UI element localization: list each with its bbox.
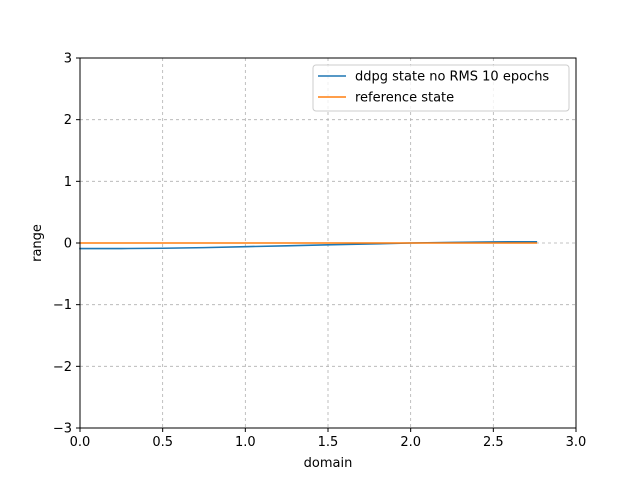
y-axis-ticks: −3 −2 −1 0 1 2 3 bbox=[53, 52, 80, 437]
x-tick-label: 2.0 bbox=[400, 435, 421, 450]
legend-label-ddpg-state: ddpg state no RMS 10 epochs bbox=[355, 70, 549, 85]
x-tick-label: 1.5 bbox=[318, 435, 339, 450]
y-tick-label: 0 bbox=[64, 237, 72, 252]
x-axis-label: domain bbox=[304, 456, 353, 471]
data-series bbox=[79, 240, 538, 250]
y-tick-label: −1 bbox=[53, 298, 72, 313]
y-tick-label: 1 bbox=[64, 175, 72, 190]
y-tick-label: −3 bbox=[53, 422, 72, 437]
x-tick-label: 3.0 bbox=[566, 435, 587, 450]
legend-box bbox=[312, 64, 570, 112]
y-tick-label: 3 bbox=[64, 52, 72, 67]
x-tick-label: 2.5 bbox=[483, 435, 504, 450]
legend: ddpg state no RMS 10 epochs reference st… bbox=[312, 64, 570, 112]
x-tick-label: 0.5 bbox=[152, 435, 173, 450]
y-tick-label: −2 bbox=[53, 360, 72, 375]
y-tick-label: 2 bbox=[64, 113, 72, 128]
legend-label-reference-state: reference state bbox=[355, 91, 454, 106]
y-axis-label: range bbox=[30, 224, 45, 262]
x-tick-label: 1.0 bbox=[235, 435, 256, 450]
x-axis-ticks: 0.0 0.5 1.0 1.5 2.0 2.5 3.0 bbox=[70, 428, 587, 450]
x-tick-label: 0.0 bbox=[70, 435, 91, 450]
